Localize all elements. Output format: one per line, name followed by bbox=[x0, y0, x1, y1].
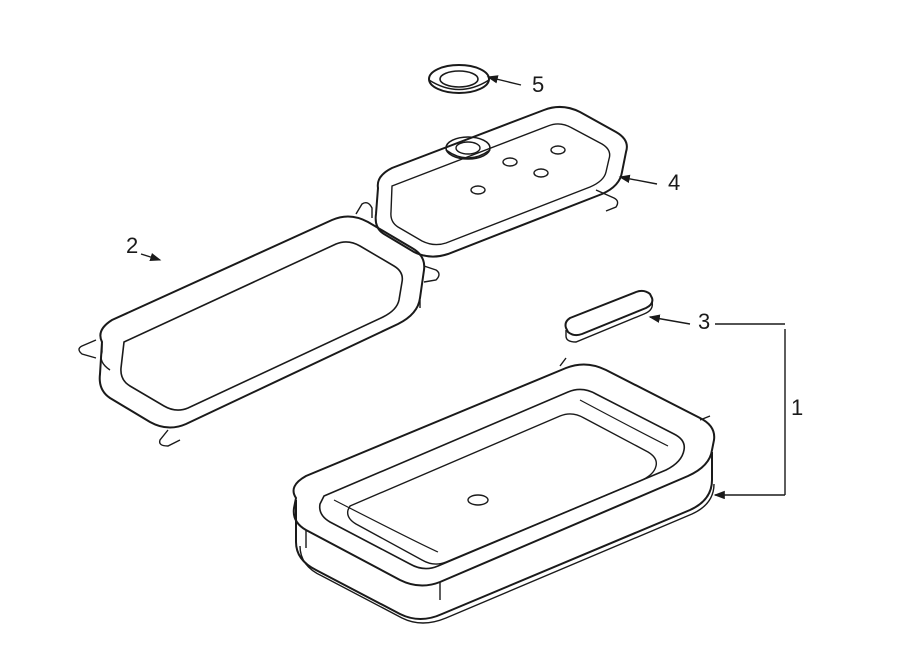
part-magnet-plate bbox=[566, 291, 653, 342]
callout-label-5: 5 bbox=[532, 72, 544, 97]
part-seal-o-ring bbox=[429, 65, 489, 93]
callout-label-3: 3 bbox=[698, 309, 710, 334]
callout-label-4: 4 bbox=[668, 170, 680, 195]
callout-label-2: 2 bbox=[126, 233, 138, 258]
exploded-parts-diagram: 1 2 3 4 5 bbox=[0, 0, 900, 661]
part-oil-pan bbox=[294, 358, 715, 623]
part-transmission-filter bbox=[376, 107, 627, 257]
callouts-layer: 1 2 3 4 5 bbox=[126, 72, 803, 495]
callout-label-1: 1 bbox=[791, 395, 803, 420]
